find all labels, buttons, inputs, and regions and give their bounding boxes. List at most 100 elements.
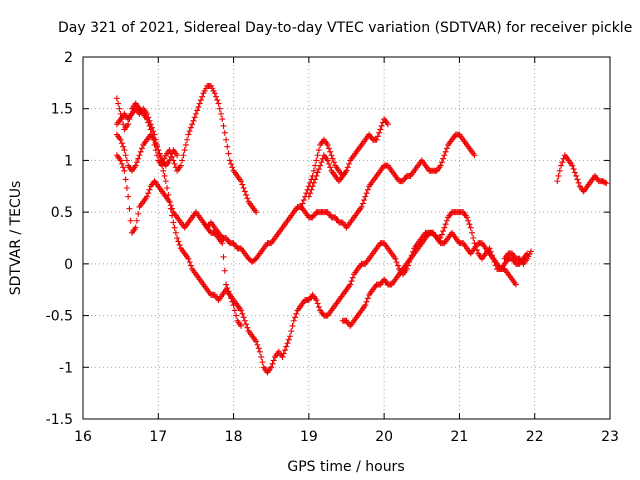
data-point <box>179 157 186 164</box>
plot-frame <box>82 56 611 420</box>
data-point <box>149 124 156 131</box>
data-point <box>174 152 181 159</box>
y-axis-label: SDTVAR / TECUs <box>8 181 24 296</box>
x-tick-label: 21 <box>451 429 469 445</box>
data-point <box>554 178 561 185</box>
data-point <box>230 302 237 309</box>
data-point <box>146 186 153 193</box>
data-point <box>571 169 578 176</box>
data-point <box>280 350 287 357</box>
data-point <box>228 295 235 302</box>
data-point <box>287 333 294 340</box>
data-point <box>317 162 324 169</box>
data-point <box>438 159 445 166</box>
data-point <box>186 259 193 266</box>
y-tick-label: 2 <box>64 50 73 66</box>
data-point <box>312 162 319 169</box>
data-point <box>253 338 260 345</box>
data-point <box>219 240 226 247</box>
data-point <box>177 162 184 169</box>
data-point <box>442 221 449 228</box>
data-point <box>437 162 444 169</box>
data-point <box>161 172 168 179</box>
data-point <box>284 340 291 347</box>
data-point <box>558 162 565 169</box>
data-point <box>216 105 223 112</box>
data-point <box>443 145 450 152</box>
data-point <box>315 166 322 173</box>
data-point <box>215 100 222 107</box>
data-point <box>325 160 332 167</box>
data-point <box>166 157 173 164</box>
data-point <box>258 353 265 360</box>
data-point <box>309 183 316 190</box>
data-point <box>160 167 167 174</box>
data-point <box>219 116 226 123</box>
data-point <box>135 155 142 162</box>
data-point <box>298 203 305 210</box>
data-point <box>292 314 299 321</box>
data-point <box>157 157 164 164</box>
data-point <box>240 185 247 192</box>
data-point <box>313 172 320 179</box>
data-point <box>185 131 192 138</box>
data-point <box>123 157 130 164</box>
trace-10 <box>554 152 610 195</box>
data-point <box>443 217 450 224</box>
data-point <box>255 345 262 352</box>
x-tick-label: 19 <box>300 429 318 445</box>
data-point <box>159 162 166 169</box>
data-point <box>300 197 307 204</box>
data-point <box>362 193 369 200</box>
data-point <box>117 157 124 164</box>
data-point <box>240 314 247 321</box>
data-point <box>238 322 245 329</box>
data-point <box>189 121 196 128</box>
data-point <box>127 217 134 224</box>
data-point <box>156 152 163 159</box>
data-point <box>175 238 182 245</box>
data-point <box>176 241 183 248</box>
data-point <box>228 160 235 167</box>
data-point <box>116 105 123 112</box>
data-point <box>347 281 354 288</box>
data-point <box>314 152 321 159</box>
data-point <box>253 209 260 216</box>
data-point <box>167 205 174 212</box>
trace-7 <box>305 152 350 200</box>
data-point <box>214 97 221 104</box>
data-point <box>238 178 245 185</box>
data-point <box>330 159 337 166</box>
data-point <box>166 198 173 205</box>
data-point <box>122 176 129 183</box>
data-point <box>164 185 171 192</box>
data-point <box>238 307 245 314</box>
data-point <box>570 166 577 173</box>
data-point <box>438 231 445 238</box>
data-point <box>512 281 519 288</box>
data-point <box>270 357 277 364</box>
data-point <box>125 121 132 128</box>
data-point <box>211 90 218 97</box>
data-point <box>220 253 227 260</box>
data-point <box>392 255 399 262</box>
y-tick-label: -0.5 <box>46 309 73 325</box>
data-point <box>254 341 261 348</box>
data-point <box>327 164 334 171</box>
data-point <box>324 157 331 164</box>
data-point <box>137 148 144 155</box>
data-point <box>187 262 194 269</box>
data-point <box>223 281 230 288</box>
data-point <box>463 214 470 221</box>
data-point <box>165 191 172 198</box>
data-point <box>313 157 320 164</box>
data-point <box>220 122 227 129</box>
data-point <box>150 128 157 135</box>
data-point <box>327 148 334 155</box>
data-point <box>132 224 139 231</box>
trace-1 <box>113 82 260 216</box>
data-point <box>145 190 152 197</box>
axis-ticks: 16 17 18 19 20 21 22 23 -1.5 -1 -0.5 0 0.5 1 1.5 2 <box>46 50 619 445</box>
data-point <box>224 143 231 150</box>
data-point <box>283 343 290 350</box>
